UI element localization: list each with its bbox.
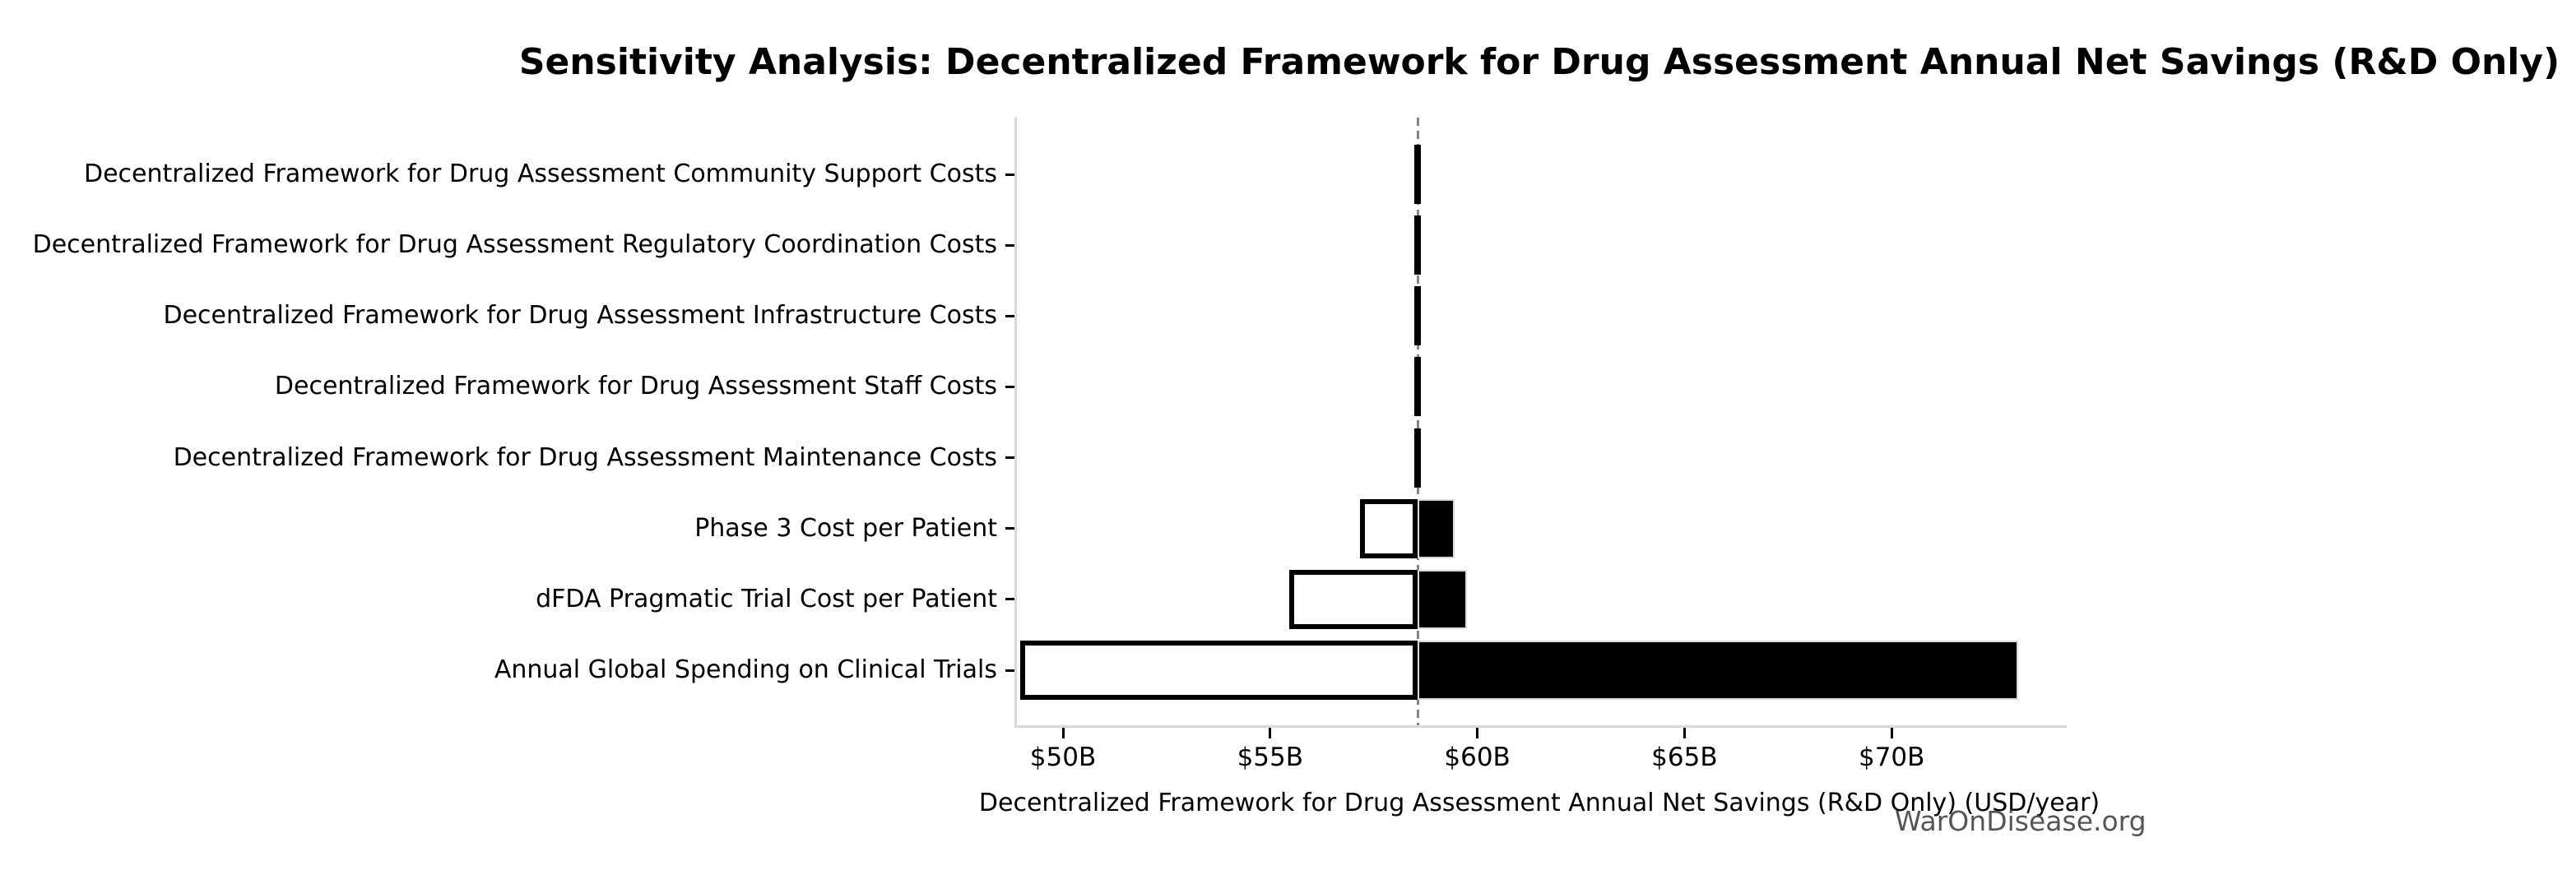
bar-low-segment [1019, 641, 1418, 700]
y-axis-category-label: Decentralized Framework for Drug Assessm… [84, 160, 997, 189]
y-axis-tick [1005, 527, 1014, 530]
bar-high-segment [1418, 286, 1422, 346]
x-axis-tick-label: $70B [1858, 743, 1925, 772]
x-axis-tick-label: $60B [1444, 743, 1511, 772]
x-axis-label: Decentralized Framework for Drug Assessm… [978, 789, 2100, 817]
watermark: WarOnDisease.org [1895, 805, 2147, 837]
bar-high-segment [1418, 215, 1422, 275]
x-axis-tick-label: $65B [1651, 743, 1718, 772]
bar-low-segment [1414, 286, 1418, 346]
bar-low-segment [1288, 569, 1418, 629]
bar-high-segment [1418, 357, 1422, 417]
y-axis-tick [1005, 243, 1014, 247]
bar-low-segment [1414, 357, 1418, 417]
y-axis-category-label: Decentralized Framework for Drug Assessm… [32, 230, 997, 260]
x-axis-tick-label: $55B [1237, 743, 1304, 772]
y-axis-tick [1005, 598, 1014, 601]
y-axis-tick [1005, 669, 1014, 672]
bar-high-segment [1418, 145, 1422, 205]
baseline-dashed-line [1416, 118, 1419, 725]
y-axis-tick [1005, 385, 1014, 388]
y-axis-tick [1005, 314, 1014, 317]
y-axis-tick [1005, 456, 1014, 460]
bar-low-segment [1414, 215, 1418, 275]
plot-area [1014, 118, 2067, 728]
chart-title: Sensitivity Analysis: Decentralized Fram… [518, 41, 2560, 83]
y-axis-tick [1005, 173, 1014, 176]
y-axis-category-label: Annual Global Spending on Clinical Trial… [494, 655, 997, 684]
x-axis-tick [1269, 728, 1272, 738]
x-axis-tick [1683, 728, 1686, 738]
bar-high-segment [1418, 498, 1455, 558]
y-axis-category-label: Decentralized Framework for Drug Assessm… [163, 301, 997, 331]
x-axis-tick-label: $50B [1029, 743, 1097, 772]
x-axis-tick [1476, 728, 1479, 738]
y-axis-category-label: Decentralized Framework for Drug Assessm… [274, 372, 997, 401]
bar-high-segment [1418, 569, 1468, 629]
y-axis-category-label: dFDA Pragmatic Trial Cost per Patient [536, 584, 997, 613]
bar-high-segment [1418, 641, 2019, 700]
bar-high-segment [1418, 428, 1422, 488]
y-axis-category-label: Phase 3 Cost per Patient [694, 513, 997, 543]
bar-low-segment [1359, 498, 1418, 558]
x-axis-tick [1890, 728, 1893, 738]
x-axis-tick [1061, 728, 1065, 738]
y-axis-category-label: Decentralized Framework for Drug Assessm… [173, 442, 997, 472]
bar-low-segment [1414, 145, 1418, 205]
bar-low-segment [1414, 428, 1418, 488]
